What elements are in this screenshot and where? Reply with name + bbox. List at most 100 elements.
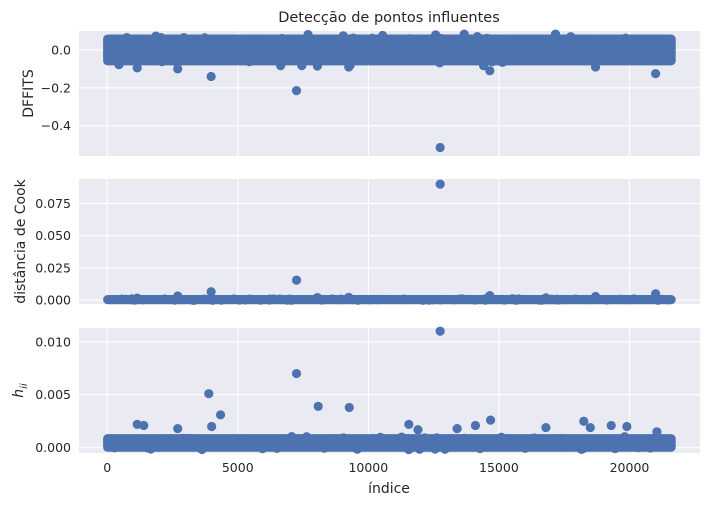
data-point <box>478 61 489 71</box>
data-point <box>235 295 245 305</box>
data-point <box>498 294 508 304</box>
data-point <box>200 33 210 43</box>
data-point <box>369 436 380 446</box>
data-point <box>330 434 340 444</box>
data-point <box>470 420 481 431</box>
data-point <box>207 295 218 305</box>
data-point <box>206 71 216 82</box>
data-point <box>355 439 365 449</box>
data-point <box>499 49 509 60</box>
data-point <box>169 43 179 54</box>
data-point <box>277 33 287 44</box>
y-tick-label: −0.4 <box>41 118 71 133</box>
data-point <box>520 443 530 453</box>
data-point <box>262 36 272 46</box>
data-point <box>485 66 495 76</box>
data-point <box>226 46 236 56</box>
data-point <box>157 57 167 67</box>
data-point <box>179 33 189 43</box>
data-point <box>590 291 601 302</box>
y-ticks-cook: 0.000 0.025 0.050 0.075 <box>35 196 71 308</box>
data-point <box>550 29 561 39</box>
data-point <box>235 35 245 45</box>
data-point <box>434 294 444 305</box>
data-point <box>303 29 313 40</box>
data-point <box>372 46 382 56</box>
x-tick-label: 15000 <box>479 460 519 475</box>
y-tick-label: 0.0 <box>51 42 71 57</box>
data-point <box>286 295 296 305</box>
data-point <box>403 444 414 455</box>
data-point <box>333 47 343 57</box>
data-point <box>585 422 595 433</box>
data-point <box>459 433 470 444</box>
data-point <box>218 439 229 449</box>
data-point <box>624 295 634 305</box>
x-ticks: 0 5000 10000 15000 20000 <box>103 460 649 475</box>
points-bulk-dffits <box>103 29 676 71</box>
data-point <box>313 401 323 411</box>
data-point <box>312 292 323 303</box>
data-point <box>502 34 512 45</box>
x-tick-label: 5000 <box>222 460 254 475</box>
data-point <box>114 60 124 70</box>
data-point <box>440 294 450 305</box>
y-tick-label: 0.000 <box>35 440 71 455</box>
data-point <box>246 44 256 54</box>
data-point <box>477 51 487 62</box>
data-point <box>496 432 507 442</box>
data-point <box>541 293 551 303</box>
y-axis-label-hii: hii <box>11 383 30 398</box>
data-point <box>446 48 456 59</box>
data-point <box>566 437 576 447</box>
data-point <box>173 424 183 434</box>
data-point <box>527 54 538 64</box>
y-tick-label: 0.025 <box>35 260 71 275</box>
points-band <box>103 34 676 66</box>
data-point <box>105 439 116 450</box>
data-point <box>344 402 354 413</box>
y-ticks-dffits: 0.0 −0.2 −0.4 <box>41 42 71 133</box>
data-point <box>430 444 440 454</box>
data-point <box>579 416 589 426</box>
data-point <box>132 63 142 73</box>
data-point <box>287 431 297 442</box>
data-point <box>154 442 164 452</box>
data-point <box>384 294 394 305</box>
data-point <box>609 442 619 452</box>
data-point <box>520 436 531 446</box>
data-point <box>664 45 674 55</box>
data-point <box>414 444 425 454</box>
plot-area-hii <box>79 328 700 453</box>
data-point <box>432 433 442 443</box>
data-point <box>188 295 198 305</box>
data-point <box>470 295 480 305</box>
data-point <box>529 433 539 443</box>
data-point <box>570 294 581 304</box>
data-point <box>606 420 616 431</box>
y-tick-label: 0.005 <box>35 387 71 402</box>
y-axis-label-cook: distância de Cook <box>13 178 29 303</box>
data-point <box>487 57 497 67</box>
data-point <box>424 54 434 64</box>
data-point <box>435 58 445 68</box>
data-point <box>616 440 626 451</box>
data-point <box>291 86 302 96</box>
data-point <box>649 38 660 49</box>
panel-hii: 0.000 0.005 0.010 hii <box>11 326 700 455</box>
data-point <box>297 60 307 71</box>
data-point <box>594 34 604 44</box>
data-point <box>132 435 143 445</box>
data-point <box>537 38 547 48</box>
data-point <box>139 420 149 431</box>
data-point <box>532 440 542 450</box>
x-tick-label: 0 <box>103 460 111 475</box>
data-point <box>291 368 302 379</box>
data-point <box>435 326 445 336</box>
data-point <box>401 295 411 305</box>
data-point <box>508 438 518 448</box>
data-point <box>283 39 293 49</box>
data-point <box>283 440 293 451</box>
data-point <box>191 51 202 61</box>
